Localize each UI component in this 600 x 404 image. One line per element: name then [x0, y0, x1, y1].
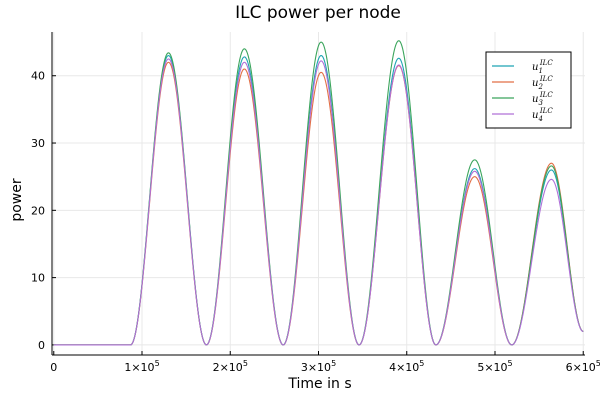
- x-axis-title: Time in s: [287, 376, 351, 392]
- y-tick-label: 0: [38, 339, 45, 352]
- legend-label: u1ILC: [532, 59, 553, 75]
- x-tick-label: 3×105: [301, 359, 336, 374]
- y-tick-label: 40: [31, 70, 45, 83]
- chart-title: ILC power per node: [235, 3, 401, 23]
- x-tick-label: 6×105: [566, 359, 600, 374]
- legend-label: u3ILC: [532, 91, 553, 107]
- x-tick-label: 0: [50, 361, 57, 374]
- legend-label: u2ILC: [532, 75, 553, 91]
- series-group: [53, 40, 584, 346]
- series-line-u4ILC: [53, 58, 584, 346]
- axes: 0 1×105 2×105 3×105 4×105 5×105 6×105 0 10 20 30 40: [31, 32, 600, 374]
- grid: [52, 32, 585, 355]
- legend-label: u4ILC: [532, 107, 553, 123]
- y-axis-title: power: [9, 178, 25, 222]
- legend-box: [485, 51, 572, 129]
- y-tick-label: 10: [31, 272, 45, 285]
- x-tick-label: 1×105: [124, 359, 159, 374]
- x-tick-label: 5×105: [477, 359, 512, 374]
- y-tick-label: 20: [31, 204, 45, 217]
- x-tick-label: 2×105: [213, 359, 248, 374]
- y-tick-label: 30: [31, 137, 45, 150]
- x-tick-label: 4×105: [389, 359, 424, 374]
